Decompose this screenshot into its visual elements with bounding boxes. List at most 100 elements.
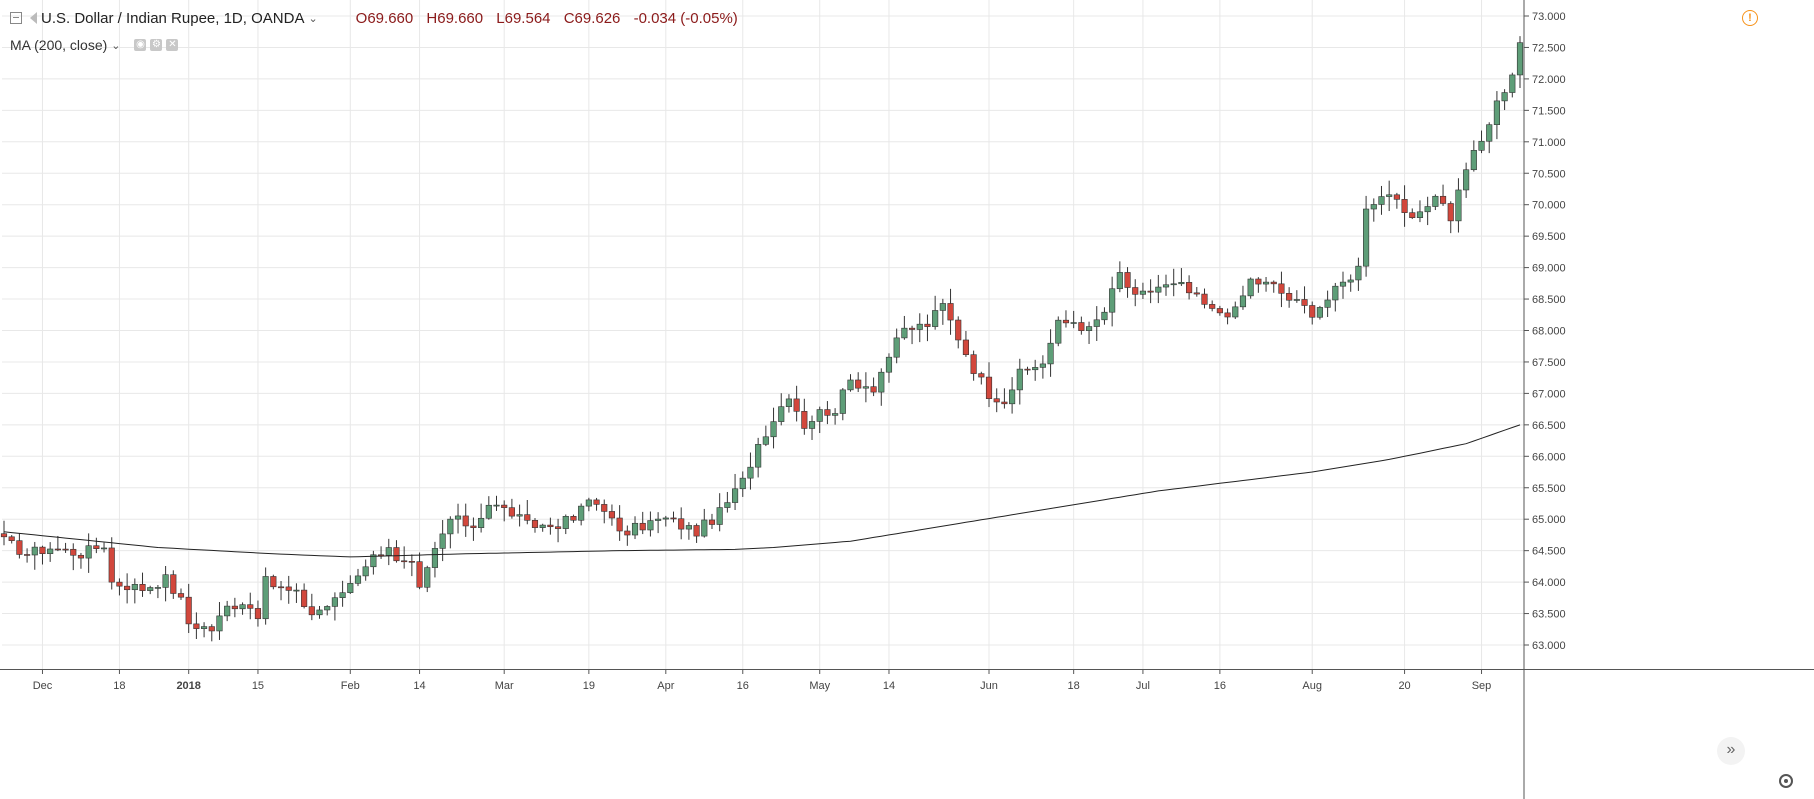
collapse-icon[interactable] (10, 12, 22, 24)
x-tick-label: 15 (252, 680, 264, 692)
y-tick-label: 69.000 (1532, 263, 1566, 275)
candle-up (1070, 322, 1077, 324)
scroll-to-realtime-button[interactable]: » (1717, 737, 1745, 765)
candle-down (62, 548, 69, 551)
close-value: C69.626 (563, 9, 621, 27)
price-axis[interactable]: 63.000 63.500 64.000 64.500 65.000 65.500 66.0… (1523, 0, 1566, 799)
candle-down (24, 554, 31, 556)
chevron-down-icon[interactable]: ⌄ (111, 39, 121, 52)
flag-icon[interactable] (30, 12, 37, 24)
candle-down (1078, 322, 1085, 331)
candle-up (1332, 285, 1339, 301)
candle-up (1162, 284, 1170, 288)
gear-icon[interactable]: ⚙ (150, 39, 163, 51)
candle-up (1009, 389, 1016, 405)
y-tick-label: 64.500 (1532, 546, 1566, 558)
indicator-label[interactable]: MA (200, close) (10, 37, 108, 53)
candle-up (324, 606, 331, 611)
eye-icon[interactable]: ◉ (134, 39, 147, 51)
candle-down (547, 524, 554, 528)
candle-down (978, 373, 985, 378)
candle-down (1270, 281, 1277, 285)
x-tick-label: Feb (341, 680, 360, 692)
candle-down (1255, 278, 1262, 285)
candle-up (1039, 363, 1046, 368)
candle-up (631, 522, 639, 536)
candle-down (193, 623, 200, 629)
candle-down (1393, 194, 1400, 200)
candle-up (585, 499, 592, 507)
candle-down (870, 386, 877, 393)
x-tick-label: 16 (737, 680, 749, 692)
candle-down (924, 323, 931, 327)
candle-up (516, 514, 523, 517)
candle-down (524, 514, 531, 521)
candle-up (493, 504, 500, 507)
candle-down (70, 548, 77, 556)
candle-down (247, 604, 254, 609)
candle-up (1055, 319, 1062, 344)
candle-down (1062, 319, 1070, 324)
candle-up (647, 520, 654, 531)
candle-up (162, 574, 169, 588)
candle-down (962, 339, 969, 355)
candle-up (878, 371, 885, 393)
candle-up (785, 398, 793, 407)
candle-up (901, 327, 908, 339)
candle-down (270, 576, 277, 588)
candle-down (1209, 304, 1216, 309)
candle-up (1416, 211, 1424, 218)
time-axis[interactable]: Dec 18 2018 15 Feb 14 Mar 19 Apr 16 May 14 Jun 18 Jul 1… (0, 669, 1814, 692)
candle-up (1178, 282, 1185, 285)
candle-down (1024, 368, 1031, 371)
y-tick-label: 66.000 (1532, 451, 1566, 463)
candle-down (1201, 293, 1208, 305)
candle-down (793, 398, 800, 412)
candle-up (939, 303, 946, 311)
y-tick-label: 67.500 (1532, 357, 1566, 369)
candle-up (100, 547, 108, 550)
candle-down (501, 504, 508, 508)
y-tick-label: 63.500 (1532, 609, 1566, 621)
candle-down (1278, 283, 1285, 294)
candle-down (555, 526, 562, 529)
candle-up (916, 323, 923, 330)
candle-down (139, 583, 146, 591)
candle-up (539, 524, 546, 528)
candle-up (370, 554, 377, 568)
settings-gear-icon[interactable] (1779, 774, 1793, 788)
y-tick-label: 70.500 (1532, 168, 1566, 180)
candle-up (1386, 194, 1393, 197)
candle-down (470, 525, 477, 528)
candle-up (439, 533, 446, 549)
close-icon[interactable]: ✕ (166, 39, 179, 51)
ma-line (3, 424, 1521, 558)
alert-icon[interactable]: ! (1742, 10, 1758, 26)
candle-up (1109, 288, 1116, 313)
candle-up (1355, 265, 1362, 281)
candle-up (747, 466, 754, 479)
candle-up (770, 421, 777, 438)
candle-up (1324, 299, 1331, 308)
candle-up (1509, 74, 1516, 93)
candle-up (262, 576, 269, 620)
candle-up (739, 477, 746, 490)
candle-up (1339, 281, 1347, 287)
candle-up (331, 597, 338, 607)
candle-down (408, 561, 415, 563)
candle-up (1262, 281, 1270, 285)
y-tick-label: 67.000 (1532, 388, 1566, 400)
candle-down (254, 608, 262, 620)
candle-down (970, 354, 977, 374)
y-tick-label: 72.000 (1532, 74, 1566, 86)
candle-up (1101, 311, 1108, 321)
x-tick-label: 19 (583, 680, 595, 692)
candle-down (77, 554, 85, 559)
candle-down (1193, 292, 1200, 295)
candle-down (1147, 290, 1154, 293)
chevron-down-icon[interactable]: ⌄ (308, 12, 318, 25)
y-tick-label: 66.500 (1532, 420, 1566, 432)
x-tick-label: 20 (1398, 680, 1410, 692)
symbol-title[interactable]: U.S. Dollar / Indian Rupee, 1D, OANDA (41, 9, 305, 27)
